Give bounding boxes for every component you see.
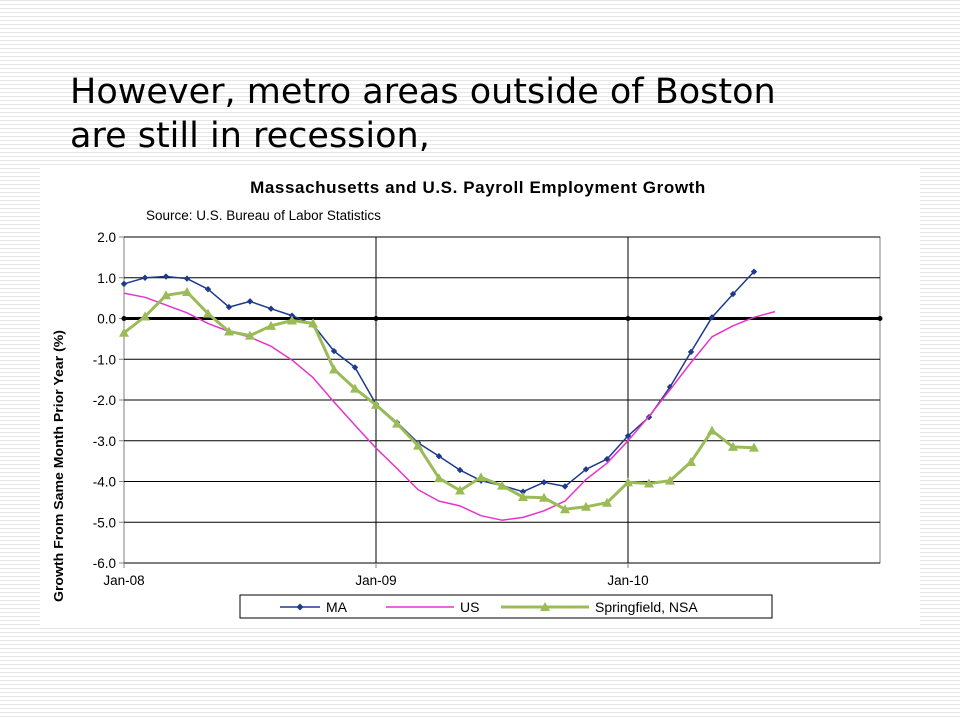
ma-data-point	[141, 274, 149, 281]
legend-marker	[540, 602, 550, 611]
ma-data-point	[330, 347, 338, 355]
springfield-data-point	[371, 399, 381, 409]
x-tick-label: Jan-10	[607, 573, 648, 588]
y-tick-label: 2.0	[97, 230, 116, 245]
ma-data-point	[456, 466, 464, 474]
legend-label: Springfield, NSA	[595, 599, 698, 615]
y-tick-label: -1.0	[93, 352, 116, 367]
ma-data-point	[750, 268, 758, 275]
y-tick-label: -2.0	[93, 393, 116, 408]
ma-data-point	[246, 298, 254, 305]
zero-line-marker	[625, 316, 631, 321]
springfield-data-point	[665, 475, 675, 485]
springfield-data-point	[455, 485, 465, 495]
chart-subtitle: Source: U.S. Bureau of Labor Statistics	[146, 208, 381, 223]
y-tick-label: 0.0	[97, 312, 116, 327]
zero-line-marker	[373, 316, 379, 321]
ma-data-point	[687, 348, 695, 356]
ma-data-point	[204, 285, 212, 293]
springfield-data-point	[707, 425, 717, 435]
springfield-data-point	[140, 311, 150, 321]
legend: MA US Springfield, NSA	[239, 594, 773, 619]
springfield-data-point	[182, 287, 192, 297]
ma-data-point	[435, 453, 443, 460]
springfield-data-point	[581, 501, 591, 511]
springfield-data-point	[497, 480, 507, 490]
springfield-data-point	[434, 473, 444, 483]
y-tick-label: -6.0	[93, 556, 116, 571]
y-tick-label: 1.0	[97, 271, 116, 286]
springfield-data-point	[161, 290, 171, 300]
x-tick-label: Jan-08	[103, 573, 144, 588]
springfield-data-point	[350, 383, 360, 393]
springfield-data-point	[686, 456, 696, 466]
ma-data-point	[561, 483, 569, 490]
ma-data-point	[729, 290, 737, 298]
springfield-data-point	[329, 364, 339, 374]
ma-data-point	[582, 466, 590, 473]
springfield-data-point	[518, 491, 528, 501]
slide-title-line-2: are still in recession,	[70, 116, 430, 156]
legend-label: MA	[326, 599, 348, 615]
ma-data-point	[540, 479, 548, 486]
slide-title: However, metro areas outside of Boston a…	[70, 70, 930, 158]
ma-data-point	[624, 432, 632, 440]
springfield-data-point	[224, 326, 234, 336]
y-tick-label: -3.0	[93, 434, 116, 449]
springfield-data-point	[119, 327, 129, 337]
springfield-data-point	[245, 330, 255, 340]
payroll-growth-chart: Massachusetts and U.S. Payroll Employmen…	[51, 178, 883, 619]
zero-line-marker	[121, 316, 127, 321]
slide-title-line-1: However, metro areas outside of Boston	[70, 72, 776, 112]
y-axis-label: Growth From Same Month Prior Year (%)	[51, 330, 66, 602]
ma-data-point	[162, 273, 170, 280]
chart-title: Massachusetts and U.S. Payroll Employmen…	[250, 178, 706, 197]
springfield-data-point	[728, 441, 738, 451]
ma-data-point	[183, 275, 191, 282]
springfield-data-point	[602, 497, 612, 507]
springfield-data-point	[644, 478, 654, 488]
y-tick-label: -4.0	[93, 475, 116, 490]
springfield-data-point	[476, 472, 486, 482]
springfield-data-point	[308, 318, 318, 328]
springfield-data-point	[287, 315, 297, 325]
springfield-data-point	[266, 320, 276, 330]
ma-data-point	[351, 364, 359, 371]
ma-data-point	[519, 488, 527, 495]
springfield-data-point	[539, 492, 549, 502]
springfield-data-point	[749, 442, 759, 452]
legend-marker	[296, 603, 304, 611]
y-tick-label: -5.0	[93, 515, 116, 530]
springfield-data-point	[560, 504, 570, 514]
springfield-data-point	[392, 418, 402, 428]
ma-data-point	[708, 314, 716, 321]
springfield-data-point	[413, 440, 423, 450]
ma-data-point	[120, 280, 128, 288]
chart-panel: Massachusetts and U.S. Payroll Employmen…	[40, 166, 920, 626]
zero-line-marker	[877, 316, 883, 321]
springfield-data-point	[623, 477, 633, 487]
legend-label: US	[460, 599, 479, 615]
x-tick-label: Jan-09	[355, 573, 396, 588]
springfield-data-point	[203, 308, 213, 318]
